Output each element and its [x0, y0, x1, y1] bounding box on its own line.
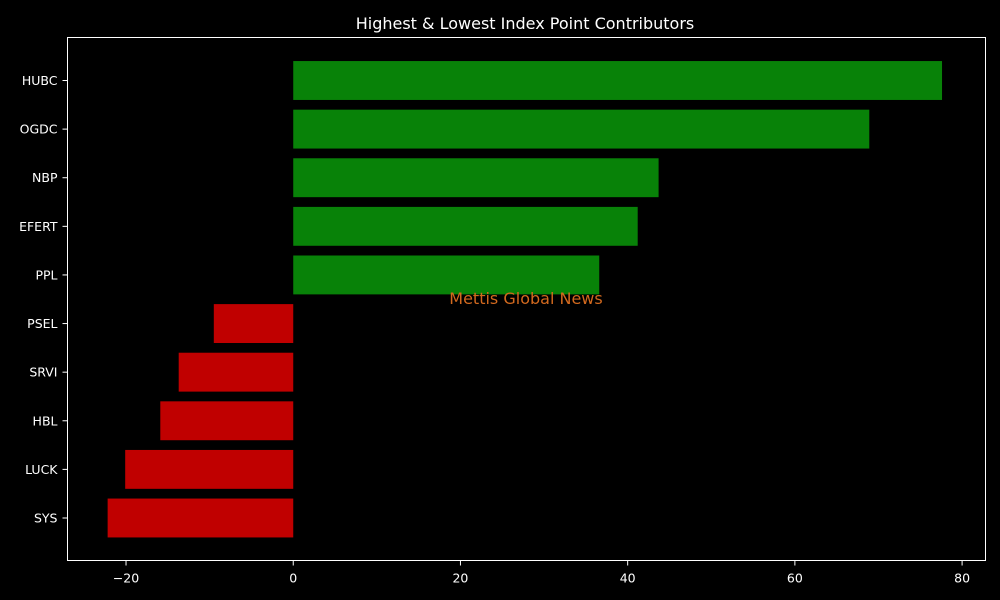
y-axis: HUBC OGDC NBP EFERT PPL PSEL SRVI HBL LUCK SYS: [19, 73, 68, 526]
bar-luck: [125, 449, 294, 489]
x-axis: −20 0 20 40 60 80: [113, 560, 970, 586]
bars-group: [107, 61, 943, 538]
x-tick-label: 40: [620, 571, 636, 586]
bar-sys: [107, 498, 294, 538]
x-tick-label: −20: [113, 571, 139, 586]
bar-nbp: [293, 158, 659, 198]
bar-hubc: [293, 61, 943, 100]
watermark-text: Mettis Global News: [449, 289, 602, 308]
chart-title: Highest & Lowest Index Point Contributor…: [356, 14, 695, 33]
y-tick-label: EFERT: [19, 219, 58, 234]
y-tick-label: PPL: [35, 267, 57, 282]
y-tick-label: HUBC: [22, 73, 58, 88]
x-tick-label: 0: [289, 571, 297, 586]
bar-ppl: [293, 255, 600, 295]
bar-srvi: [178, 352, 294, 392]
y-tick-label: SYS: [34, 511, 58, 526]
bar-ogdc: [293, 109, 870, 149]
y-tick-label: HBL: [33, 413, 58, 428]
plot-frame: [67, 37, 986, 561]
x-tick-label: 20: [452, 571, 468, 586]
y-tick-label: PSEL: [27, 316, 57, 331]
x-tick-label: 80: [954, 571, 970, 586]
bar-efert: [293, 206, 638, 246]
y-tick-label: NBP: [32, 170, 58, 185]
y-tick-label: OGDC: [20, 122, 58, 137]
y-tick-label: LUCK: [25, 462, 58, 477]
x-tick-label: 60: [787, 571, 803, 586]
y-tick-label: SRVI: [29, 365, 57, 380]
bar-hbl: [160, 401, 294, 441]
bar-psel: [213, 304, 294, 343]
